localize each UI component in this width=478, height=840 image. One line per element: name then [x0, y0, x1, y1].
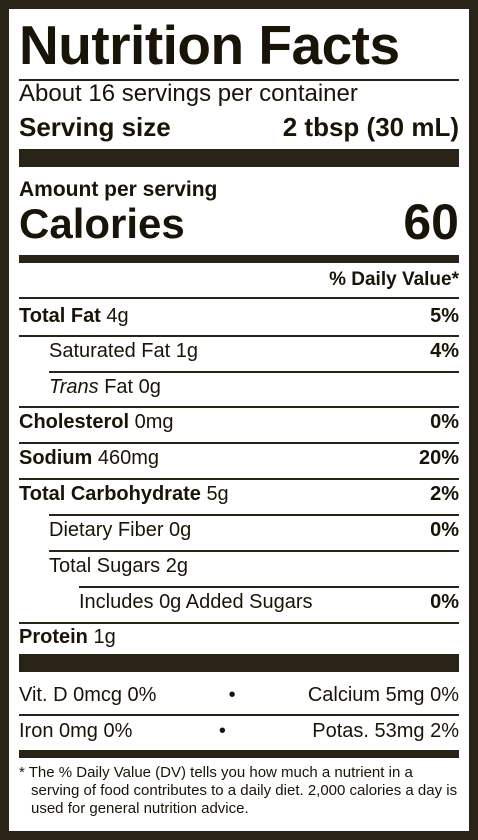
potassium: Potas. 53mg 2% [312, 720, 459, 742]
nutrient-amount: 2g [165, 555, 188, 577]
nutrient-label-italic: Trans [49, 376, 99, 398]
divider [19, 478, 459, 480]
nutrient-row-total-carbohydrate: Total Carbohydrate 5g 2% [19, 481, 459, 507]
divider [19, 442, 459, 444]
thick-divider [19, 654, 459, 672]
nutrient-row-saturated-fat: Saturated Fat 1g 4% [49, 338, 459, 364]
nutrient-dv: 0% [430, 411, 459, 433]
servings-per-container: About 16 servings per container [19, 80, 358, 107]
divider [49, 371, 459, 373]
nutrient-row-total-sugars: Total Sugars 2g [49, 553, 459, 579]
medium-divider [19, 750, 459, 758]
nutrient-amount: 0g [169, 519, 192, 541]
iron: Iron 0mg 0% [19, 720, 133, 742]
nutrient-label: Protein [19, 626, 88, 648]
vit-d: Vit. D 0mcg 0% [19, 684, 157, 706]
bullet-separator: • [228, 684, 236, 706]
nutrient-dv: 2% [430, 483, 459, 505]
nutrient-label: Total Carbohydrate [19, 483, 201, 505]
daily-value-header: % Daily Value* [329, 269, 459, 290]
nutrient-amount: 1g [175, 340, 198, 362]
vitamin-row-1: Vit. D 0mcg 0% • Calcium 5mg 0% [19, 682, 459, 708]
label-title: Nutrition Facts [19, 14, 400, 76]
calories-label: Calories [19, 200, 185, 247]
nutrient-label: Sodium [19, 447, 93, 469]
calcium: Calcium 5mg 0% [307, 684, 459, 706]
nutrient-label: Total Fat [19, 305, 101, 327]
bullet-separator: • [218, 720, 226, 742]
nutrient-dv: 4% [430, 340, 459, 362]
nutrient-row-sodium: Sodium 460mg 20% [19, 445, 459, 471]
divider [19, 79, 459, 81]
calories-row: Calories 60 [19, 192, 459, 252]
serving-size-label: Serving size [19, 112, 171, 142]
nutrient-label-post: Added Sugars [185, 591, 313, 613]
nutrient-dv: 5% [430, 305, 459, 327]
serving-size-value: 2 tbsp (30 mL) [282, 112, 459, 142]
thick-divider [19, 149, 459, 167]
divider [49, 514, 459, 516]
divider [19, 406, 459, 408]
nutrient-dv: 0% [430, 519, 459, 541]
nutrient-label: Total Sugars [49, 555, 161, 577]
divider [19, 714, 459, 716]
nutrient-amount: 5g [206, 483, 229, 505]
nutrient-label: Fat [104, 376, 134, 398]
nutrient-label: Dietary Fiber [49, 519, 164, 541]
nutrient-label: Cholesterol [19, 411, 130, 433]
divider [19, 335, 459, 337]
nutrient-amount: 1g [93, 626, 116, 648]
vitamin-row-2: Iron 0mg 0% • Potas. 53mg 2% [19, 718, 459, 744]
nutrient-label-pre: Includes [79, 591, 154, 613]
nutrient-row-trans-fat: Trans Fat 0g [49, 374, 459, 400]
nutrient-label: Saturated Fat [49, 340, 171, 362]
amount-per-serving: Amount per serving [19, 178, 218, 201]
nutrient-dv: 20% [418, 447, 459, 469]
nutrient-amount: 0mg [134, 411, 174, 433]
nutrient-row-total-fat: Total Fat 4g 5% [19, 303, 459, 329]
divider [79, 586, 459, 588]
nutrient-amount: 0g [159, 591, 182, 613]
divider [19, 297, 459, 299]
divider [19, 622, 459, 624]
nutrient-row-cholesterol: Cholesterol 0mg 0% [19, 409, 459, 435]
divider [49, 550, 459, 552]
nutrient-row-protein: Protein 1g [19, 624, 459, 650]
medium-divider [19, 255, 459, 263]
nutrient-row-dietary-fiber: Dietary Fiber 0g 0% [49, 517, 459, 543]
nutrient-amount: 4g [106, 305, 129, 327]
nutrient-row-added-sugars: Includes 0g Added Sugars 0% [79, 589, 459, 615]
nutrient-amount: 460mg [97, 447, 160, 469]
footnote: * The % Daily Value (DV) tells you how m… [19, 764, 458, 817]
nutrition-facts-label: Nutrition Facts About 16 servings per co… [9, 9, 469, 831]
serving-size: Serving size 2 tbsp (30 mL) [19, 111, 459, 143]
nutrient-dv: 0% [430, 591, 459, 613]
nutrient-amount: 0g [138, 376, 161, 398]
calories-value: 60 [403, 194, 459, 250]
